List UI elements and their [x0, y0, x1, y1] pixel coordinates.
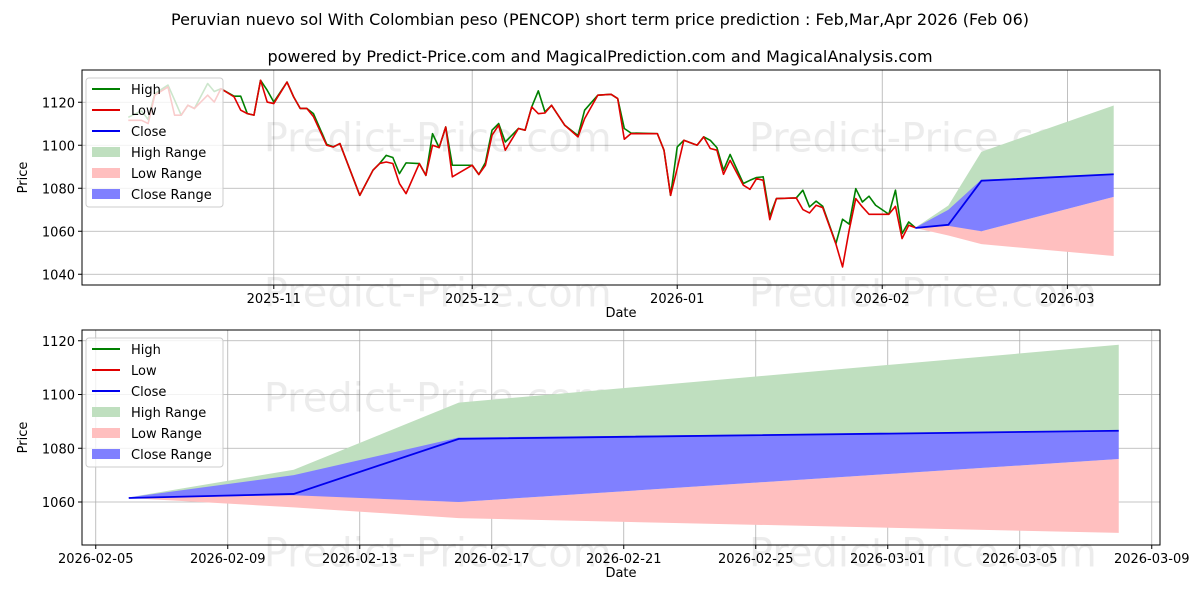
- legend-label-low-range: Low Range: [131, 167, 202, 182]
- x-tick-label: 2026-02-13: [322, 552, 398, 567]
- watermark: Predict-Price.com: [749, 271, 1097, 317]
- legend-label-close-range: Close Range: [131, 188, 212, 203]
- x-tick-label: 2025-11: [247, 292, 301, 307]
- y-tick-label: 1120: [42, 96, 75, 111]
- x-tick-label: 2026-02-05: [58, 552, 134, 567]
- legend-box: [85, 77, 224, 208]
- legend-label-close: Close: [131, 125, 166, 140]
- legend-swatch-close-range: [92, 449, 120, 459]
- y-tick-label: 1080: [42, 182, 75, 197]
- x-tick-label: 2026-03: [1040, 292, 1094, 307]
- low-range-band: [915, 196, 1114, 256]
- axes-frame: [81, 329, 1161, 546]
- y-tick-label: 1120: [42, 335, 75, 350]
- legend-label-close: Close: [131, 385, 166, 400]
- legend: High Low Close High Range Low Range Close Ran…: [85, 337, 224, 468]
- legend-swatch-close-range: [92, 189, 120, 199]
- x-tick-label: 2026-03-05: [982, 552, 1058, 567]
- chart-title: Peruvian nuevo sol With Colombian peso (…: [171, 10, 1029, 29]
- close-range-band: [128, 430, 1119, 502]
- y-tick-label: 1060: [42, 225, 75, 240]
- legend-label-low-range: Low Range: [131, 427, 202, 442]
- watermark: Predict-Price.com: [264, 116, 612, 162]
- legend-swatch-low-range: [92, 168, 120, 178]
- legend-label-high-range: High Range: [131, 406, 206, 421]
- axes-frame: [81, 69, 1161, 286]
- y-tick-label: 1080: [42, 442, 75, 457]
- plot-area: [128, 344, 1119, 533]
- y-tick-label: 1040: [42, 268, 75, 283]
- legend-label-high: High: [131, 83, 161, 98]
- watermark: Predict-Price.com: [749, 531, 1097, 577]
- x-tick-label: 2026-02-21: [586, 552, 662, 567]
- x-axis-label: Date: [605, 566, 636, 581]
- y-axis-label: Price: [16, 422, 31, 454]
- legend-label-low: Low: [131, 364, 157, 379]
- low-range-band: [128, 459, 1119, 533]
- watermark: Predict-Price.com: [264, 531, 612, 577]
- legend-label-high-range: High Range: [131, 146, 206, 161]
- x-axis-label: Date: [605, 306, 636, 321]
- legend-swatch-high-range: [92, 407, 120, 417]
- y-tick-label: 1060: [42, 496, 75, 511]
- x-tick-label: 2026-03-09: [1114, 552, 1190, 567]
- chart-subtitle: powered by Predict-Price.com and Magical…: [267, 47, 932, 66]
- high-line: [127, 79, 916, 245]
- x-tick-label: 2026-01: [650, 292, 704, 307]
- plot-area: [127, 79, 1114, 268]
- x-tick-label: 2026-02-25: [718, 552, 794, 567]
- x-tick-label: 2025-12: [445, 292, 499, 307]
- close-line: [128, 429, 1119, 499]
- x-tick-label: 2026-02-17: [454, 552, 530, 567]
- legend-label-close-range: Close Range: [131, 448, 212, 463]
- legend: High Low Close High Range Low Range Close Ran…: [85, 77, 224, 208]
- y-tick-label: 1100: [42, 389, 75, 404]
- x-tick-label: 2026-03-01: [850, 552, 926, 567]
- legend-swatch-low-range: [92, 428, 120, 438]
- legend-label-high: High: [131, 343, 161, 358]
- x-tick-label: 2026-02: [855, 292, 909, 307]
- legend-box: [85, 337, 224, 468]
- watermark: Predict-Price.com: [264, 271, 612, 317]
- plot-panel-2: 2026-02-05 2026-02-09 2026-02-13 2026-02-17…: [16, 329, 1190, 581]
- y-tick-label: 1100: [42, 139, 75, 154]
- y-axis-label: Price: [16, 162, 31, 194]
- low-line: [128, 79, 916, 268]
- x-tick-label: 2026-02-09: [190, 552, 266, 567]
- close-line: [915, 173, 1114, 229]
- legend-swatch-high-range: [92, 147, 120, 157]
- plot-panel-1: 2025-11 2025-12 2026-01 2026-02 2026-03 1040 1…: [16, 69, 1161, 321]
- close-range-band: [915, 174, 1114, 232]
- legend-label-low: Low: [131, 104, 157, 119]
